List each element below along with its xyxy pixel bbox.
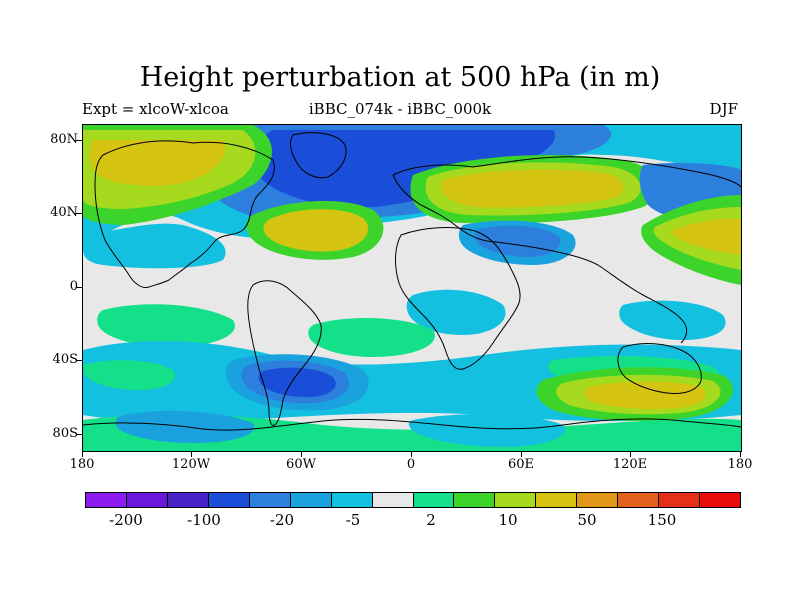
colorbar-box [126, 493, 168, 507]
lon-tick [521, 451, 522, 457]
coastlines [83, 132, 741, 431]
colorbar-box [86, 493, 127, 507]
colorbar-box [290, 493, 332, 507]
polar-darkblue-region [253, 130, 555, 208]
colorbar-box [618, 493, 660, 507]
colorbar-label: 10 [498, 511, 518, 529]
colorbar-label: -20 [269, 511, 295, 529]
colorbar-label: 50 [577, 511, 597, 529]
lat-label-0: 0 [69, 279, 78, 294]
height-perturbation-map [83, 125, 741, 451]
south-atlantic-darkblue [258, 367, 336, 398]
lon-label-120e: 120E [612, 457, 648, 472]
south-america-coast [247, 280, 322, 426]
experiment-label: Expt = xlcoW-xlcoa [82, 100, 229, 118]
lat-tick [76, 287, 82, 288]
lat-tick [76, 360, 82, 361]
southern-green-west [83, 360, 176, 390]
lon-label-180w: 180 [69, 457, 95, 472]
colorbar-box [413, 493, 455, 507]
greenland-coast [289, 132, 347, 179]
colorbar-box [577, 493, 619, 507]
lat-label-40s: 40S [52, 352, 78, 367]
atlantic-gold [263, 209, 369, 252]
colorbar-label: -5 [345, 511, 361, 529]
lon-label-120w: 120W [171, 457, 211, 472]
lat-tick [76, 140, 82, 141]
lat-tick [76, 213, 82, 214]
south-indian-gold [584, 381, 706, 410]
north-america-coast [94, 140, 275, 288]
lon-label-60w: 60W [286, 457, 316, 472]
colorbar-label: 2 [426, 511, 436, 529]
lat-label-80s: 80S [52, 426, 78, 441]
colorbar-box [495, 493, 537, 507]
antarctica-coast [83, 418, 741, 431]
comparison-label: iBBC_074k - iBBC_000k [308, 100, 492, 118]
colorbar [85, 492, 741, 508]
lon-tick [740, 451, 741, 457]
tropical-green-1 [97, 304, 235, 347]
lat-tick [76, 434, 82, 435]
lon-tick [191, 451, 192, 457]
season-label: DJF [709, 100, 738, 118]
central-asia-darkblue [474, 225, 561, 257]
australia-coast [617, 343, 702, 394]
eurasia-coast [392, 156, 741, 344]
colorbar-box [659, 493, 701, 507]
north-america-gold [89, 140, 226, 186]
tropical-green-2 [308, 318, 435, 357]
lon-tick [630, 451, 631, 457]
colorbar-label: 150 [647, 511, 677, 529]
lat-label-80n: 80N [50, 132, 78, 147]
colorbar-box [331, 493, 373, 507]
colorbar-box [454, 493, 496, 507]
colorbar-label: -200 [109, 511, 143, 529]
lon-label-0: 0 [406, 457, 416, 472]
lon-label-180e: 180 [727, 457, 753, 472]
lon-tick [301, 451, 302, 457]
colorbar-box [208, 493, 250, 507]
map-panel [82, 124, 742, 452]
lon-tick [82, 451, 83, 457]
plot-title: Height perturbation at 500 hPa (in m) [139, 62, 661, 93]
nw-pacific-cyan [83, 223, 226, 269]
colorbar-label: -100 [187, 511, 221, 529]
colorbar-box [249, 493, 291, 507]
colorbar-box [700, 493, 740, 507]
eurasia-gold [440, 169, 624, 208]
colorbar-box [372, 493, 414, 507]
lon-label-60e: 60E [507, 457, 535, 472]
pacific-east-gold [671, 218, 741, 255]
lon-tick [411, 451, 412, 457]
colorbar-box [536, 493, 578, 507]
lat-label-40n: 40N [50, 205, 78, 220]
antarctic-cyan [408, 413, 565, 447]
colorbar-box [167, 493, 209, 507]
tropical-cyan-2 [619, 300, 726, 340]
